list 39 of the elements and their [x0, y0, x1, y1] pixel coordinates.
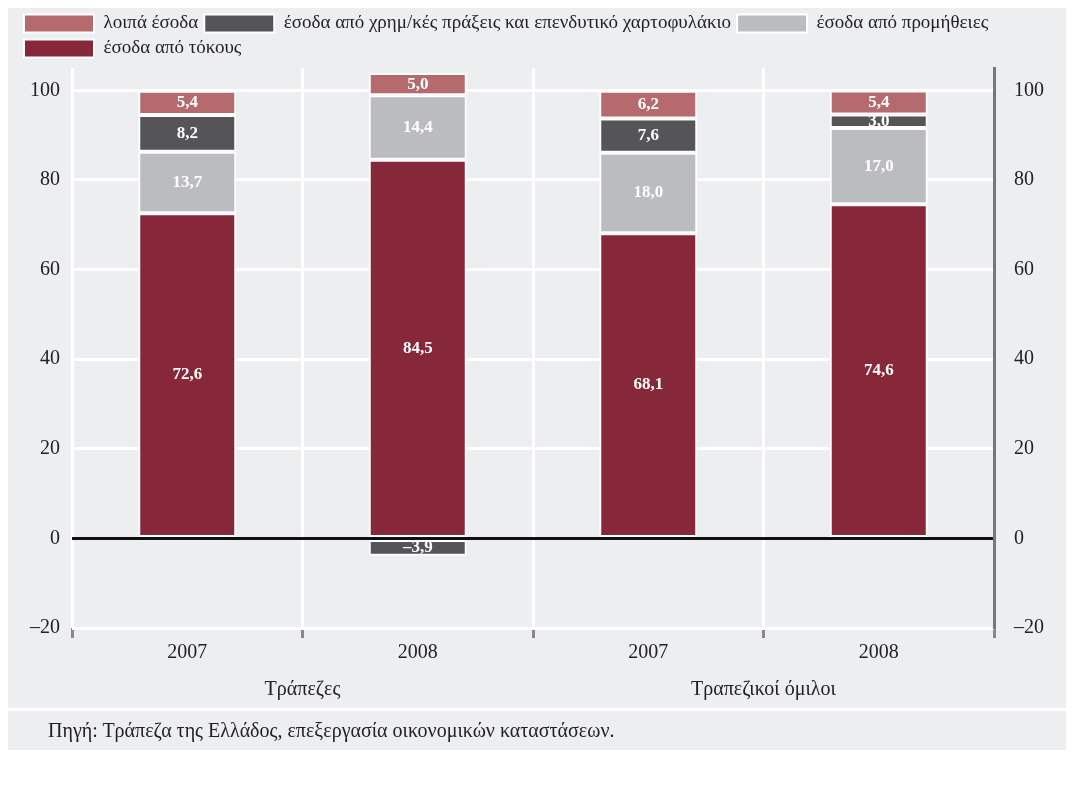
data-label: 7,6 [637, 125, 659, 145]
x-tick-label: 2007 [628, 640, 669, 663]
y2-tick-label: 80 [1014, 167, 1034, 190]
y-tick-label: 40 [40, 346, 60, 369]
data-label: 84,5 [402, 337, 433, 357]
data-label: 5,4 [176, 92, 199, 112]
y-tick-label: 0 [50, 525, 60, 548]
x-tick-label: 2008 [397, 640, 438, 663]
legend-label: έσοδα από προμήθειες [816, 11, 989, 33]
y-tick-label: 60 [40, 256, 60, 279]
data-label: 18,0 [633, 182, 664, 202]
y-tick-label: 100 [30, 77, 60, 100]
data-label: 72,6 [172, 364, 203, 384]
y-tick-label: –20 [29, 615, 60, 638]
data-label: 6,2 [637, 94, 659, 114]
text: Τραπεζικοί όμιλοι [691, 677, 837, 701]
x-tick-label: 2008 [858, 640, 899, 663]
y2-tick-label: –20 [1013, 615, 1044, 638]
y2-tick-label: 20 [1014, 436, 1034, 459]
x-tick-label: 2007 [167, 640, 208, 663]
data-label: 5,4 [868, 91, 890, 111]
data-label: 14,4 [402, 116, 434, 136]
data-label: 5,0 [407, 73, 429, 93]
text: Πηγή: Τράπεζα της Ελλάδος, επεξεργασία οικονομικών καταστάσεων. [48, 719, 616, 742]
y2-tick-label: 60 [1014, 256, 1034, 279]
y-tick-label: 20 [40, 436, 60, 459]
data-label: 13,7 [172, 171, 203, 191]
y-tick-label: 80 [40, 167, 60, 190]
text: Τράπεζες [264, 677, 341, 701]
y2-tick-label: 0 [1014, 525, 1024, 548]
legend-label: λοιπά έσοδα [103, 11, 199, 33]
y2-tick-label: 100 [1014, 77, 1044, 100]
data-label: 17,0 [863, 155, 894, 175]
data-label: 74,6 [863, 359, 894, 379]
y2-tick-label: 40 [1014, 346, 1034, 369]
legend-label: έσοδα από τόκους [103, 36, 242, 58]
data-label: 8,2 [176, 122, 198, 142]
data-label: 68,1 [633, 374, 664, 394]
legend-label: έσοδα από χρημ/κές πράξεις και επενδυτικό χαρτοφυλάκιο [283, 11, 732, 33]
